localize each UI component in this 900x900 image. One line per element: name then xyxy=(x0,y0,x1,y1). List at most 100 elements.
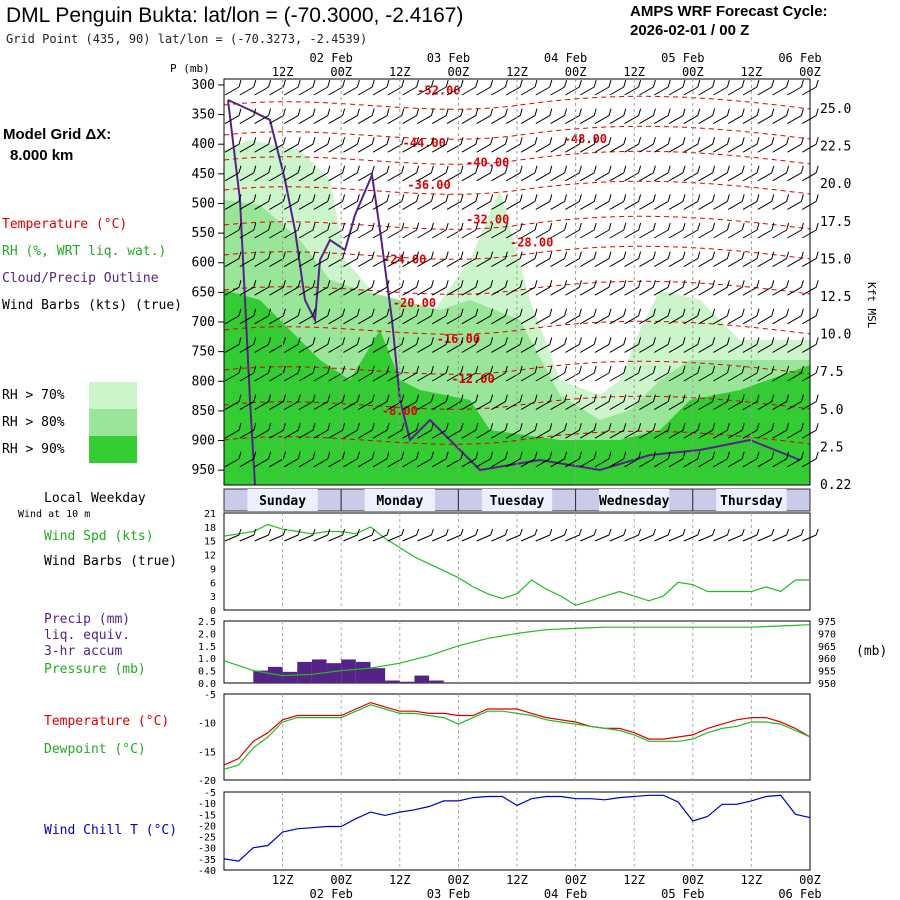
wind-barb xyxy=(417,394,434,411)
wind-barb xyxy=(624,365,642,382)
top-date-label: 03 Feb xyxy=(427,51,470,65)
wind-barb xyxy=(343,79,360,96)
wind-barb xyxy=(313,251,331,268)
surface-wind-barb xyxy=(387,528,405,542)
wind-barb xyxy=(343,337,360,353)
wind-barb xyxy=(801,423,819,439)
wind-barb xyxy=(727,280,745,296)
wind-barb xyxy=(254,194,272,210)
wind-barb xyxy=(505,423,523,439)
wind-barb xyxy=(609,423,627,439)
wind-barb xyxy=(801,280,819,296)
wind-barb xyxy=(417,79,434,96)
wind-barb xyxy=(431,451,449,468)
wind-barb xyxy=(535,308,553,325)
wind-barb xyxy=(239,137,257,153)
wind-chill-panel-ytick: -10 xyxy=(198,799,216,810)
wind-barb xyxy=(505,194,523,210)
rh90-area xyxy=(224,290,810,485)
wind-barb xyxy=(683,394,701,411)
wind-barb xyxy=(624,194,642,210)
wind-barb xyxy=(579,222,597,239)
temperature-contour-label: -28.00 xyxy=(510,236,553,250)
top-time-tick: 00Z xyxy=(448,65,470,79)
surface-wind-barb xyxy=(358,528,375,542)
wind-barb xyxy=(653,194,671,210)
pressure-tick-label: 750 xyxy=(192,345,215,360)
wind-barb xyxy=(476,337,494,353)
rh70-swatch xyxy=(89,382,137,409)
wind-barb xyxy=(476,394,494,411)
wind-barb xyxy=(313,423,331,439)
wind-barb xyxy=(609,365,627,382)
wind-barb xyxy=(579,108,597,125)
wind-barb xyxy=(594,394,612,411)
wind-barb xyxy=(579,394,597,411)
wind-barb xyxy=(446,423,464,439)
pressure-right-tick: 950 xyxy=(818,679,836,690)
wind-barb xyxy=(653,165,671,182)
temperature-contour-label: -36.00 xyxy=(407,178,450,192)
wind-barb xyxy=(387,137,405,153)
wind-barb xyxy=(269,137,286,153)
wind-barb xyxy=(742,165,760,182)
wind-barb xyxy=(313,194,331,210)
bottom-time-tick: 12Z xyxy=(623,873,645,887)
wind-barb xyxy=(787,365,804,382)
wind-barb xyxy=(372,337,390,353)
wind-barb xyxy=(402,251,420,268)
wind-barb xyxy=(328,251,346,268)
wind-barb xyxy=(372,394,390,411)
surface-wind-barb xyxy=(372,528,390,542)
wind-barb xyxy=(668,108,686,125)
wind-barb xyxy=(653,251,671,268)
wind-barb xyxy=(757,280,775,296)
wind-barb xyxy=(653,308,671,325)
height-tick-label: 22.5 xyxy=(820,140,851,155)
rh-shading xyxy=(224,140,810,485)
wind-barb xyxy=(683,308,701,325)
wind-barb xyxy=(328,222,346,239)
legend-precip-liq: liq. equiv. xyxy=(44,628,131,643)
wind-barb xyxy=(461,108,479,125)
wind-barb xyxy=(550,451,568,468)
temperature-contour-line xyxy=(223,95,811,110)
surface-wind-barb xyxy=(565,528,582,542)
wind-barb xyxy=(520,222,538,239)
wind-barb xyxy=(283,394,301,411)
wind-speed-line xyxy=(223,523,810,607)
wind-barb xyxy=(298,137,316,153)
precip-bar xyxy=(282,671,298,683)
height-tick-label: 2.5 xyxy=(820,440,843,455)
rh90-swatch xyxy=(89,436,137,463)
wind-barb xyxy=(565,108,582,125)
wind-chill-panel-ytick: -5 xyxy=(204,788,216,799)
temperature-panel-ytick: -20 xyxy=(198,776,216,787)
wind-barb xyxy=(668,394,686,411)
top-date-label: 04 Feb xyxy=(544,51,587,65)
wind-barb xyxy=(535,165,553,182)
wind-barb xyxy=(313,365,331,382)
wind-barb xyxy=(520,365,538,382)
wind-barb xyxy=(550,337,568,353)
wind-barb xyxy=(417,308,434,325)
wind-barb xyxy=(491,337,508,353)
temperature-contour-label: -20.00 xyxy=(393,296,436,310)
weekday-highlight xyxy=(364,489,435,511)
wind-barb xyxy=(698,108,716,125)
wind-barb xyxy=(283,251,301,268)
bottom-date-label: 05 Feb xyxy=(661,887,704,900)
weekday-label: Thursday xyxy=(720,494,783,509)
wind-barb xyxy=(402,165,420,182)
wind-barb xyxy=(520,394,538,411)
wind-barb xyxy=(579,137,597,153)
grid-point-label: Grid Point (435, 90) lat/lon = (-70.3273… xyxy=(6,32,368,46)
wind-barb xyxy=(298,394,316,411)
wind-barb xyxy=(417,451,434,468)
wind-barb xyxy=(565,165,582,182)
wind-barb xyxy=(550,108,568,125)
weekday-highlight xyxy=(716,489,787,511)
wind-barb xyxy=(594,308,612,325)
wind-barb xyxy=(328,451,346,468)
wind-barb xyxy=(269,394,286,411)
